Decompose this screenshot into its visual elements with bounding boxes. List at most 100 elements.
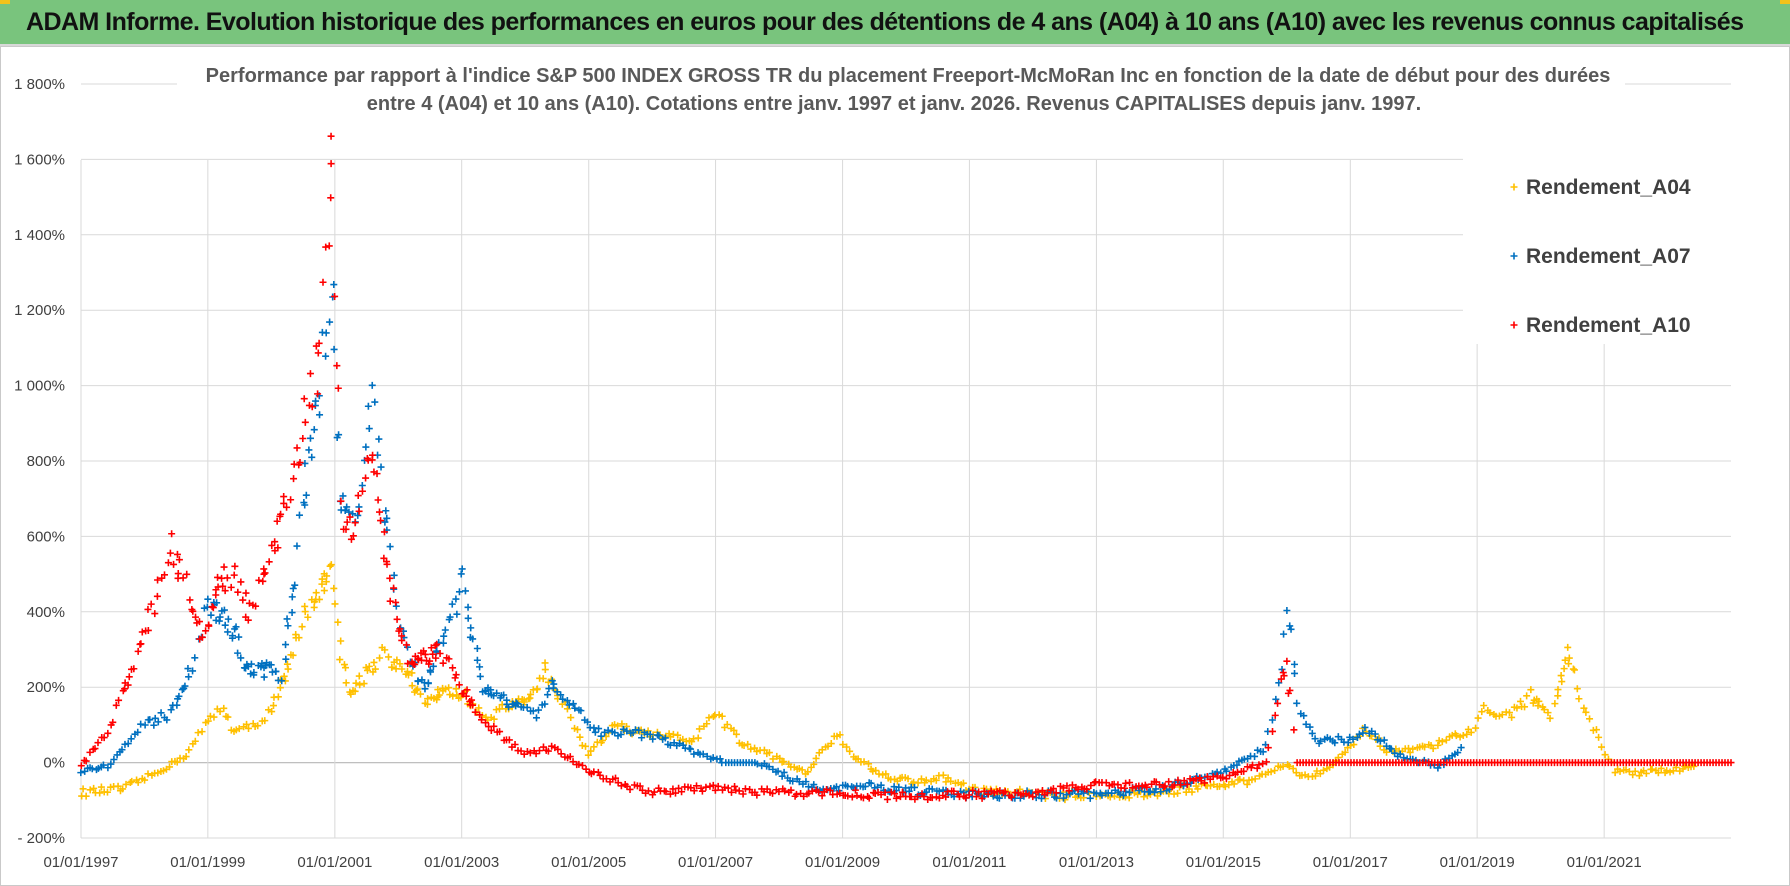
data-point <box>808 787 816 795</box>
data-point <box>1271 766 1279 774</box>
data-point <box>598 736 606 744</box>
data-point <box>1561 656 1569 664</box>
data-point <box>1259 760 1267 768</box>
data-point <box>1233 761 1241 769</box>
data-point <box>377 517 385 525</box>
data-point <box>322 329 330 337</box>
data-point <box>224 615 232 623</box>
data-point <box>349 532 357 540</box>
data-point <box>1283 606 1291 614</box>
data-point <box>1341 748 1349 756</box>
data-point <box>179 684 187 692</box>
data-point <box>134 728 142 736</box>
data-point <box>1272 695 1280 703</box>
data-point <box>355 507 363 515</box>
data-point <box>284 665 292 673</box>
data-point <box>533 685 541 693</box>
data-point <box>166 549 174 557</box>
data-point <box>535 747 543 755</box>
data-point <box>1544 709 1552 717</box>
legend-label: Rendement_A04 <box>1526 176 1691 199</box>
data-point <box>511 741 519 749</box>
data-point <box>1551 700 1559 708</box>
data-point <box>1293 699 1301 707</box>
data-point <box>780 768 788 776</box>
data-point <box>1672 764 1680 772</box>
performance-chart: - 200% 0% 200% 400% 600% 800% 1 000% 1 200% 1 40… <box>14 60 1735 871</box>
data-point <box>370 658 378 666</box>
data-point <box>97 783 105 791</box>
data-point <box>739 790 747 798</box>
data-point <box>221 587 229 595</box>
data-point <box>122 780 130 788</box>
data-point <box>315 595 323 603</box>
data-point <box>268 541 276 549</box>
data-point <box>126 778 134 786</box>
y-tick-label: 1 600% <box>14 151 65 168</box>
data-point <box>269 702 277 710</box>
data-point <box>776 754 784 762</box>
data-point <box>137 720 145 728</box>
data-point <box>252 602 260 610</box>
data-point <box>184 665 192 673</box>
data-point <box>342 679 350 687</box>
data-point <box>765 749 773 757</box>
data-point <box>1311 735 1319 743</box>
data-point <box>319 278 327 286</box>
data-point <box>382 507 390 515</box>
data-point <box>362 443 370 451</box>
data-point <box>883 795 891 803</box>
data-point <box>360 680 368 688</box>
data-point <box>245 599 253 607</box>
data-point <box>239 596 247 604</box>
data-point <box>769 789 777 797</box>
data-point <box>114 782 122 790</box>
x-tick-label: 01/01/2021 <box>1567 854 1642 871</box>
data-point <box>1201 779 1209 787</box>
data-point <box>587 747 595 755</box>
data-point <box>1188 788 1196 796</box>
data-point <box>1349 735 1357 743</box>
data-point <box>432 654 440 662</box>
data-point <box>1165 778 1173 786</box>
data-point <box>1074 785 1082 793</box>
data-point <box>1255 761 1263 769</box>
data-point <box>1210 780 1218 788</box>
data-point <box>380 528 388 536</box>
data-point <box>449 664 457 672</box>
data-point <box>209 604 217 612</box>
data-point <box>300 395 308 403</box>
data-point <box>151 610 159 618</box>
data-point <box>618 720 626 728</box>
data-point <box>231 562 239 570</box>
y-tick-label: - 200% <box>17 830 65 847</box>
data-point <box>826 786 834 794</box>
data-point <box>512 699 520 707</box>
data-point <box>334 384 342 392</box>
data-point <box>115 696 123 704</box>
data-point <box>402 641 410 649</box>
data-point <box>271 538 279 546</box>
data-point <box>1283 657 1291 665</box>
data-point <box>1206 782 1214 790</box>
data-point <box>753 791 761 799</box>
data-point <box>223 574 231 582</box>
data-point <box>523 703 531 711</box>
data-point <box>774 767 782 775</box>
data-point <box>812 754 820 762</box>
data-point <box>1535 697 1543 705</box>
data-point <box>314 349 322 357</box>
data-point <box>282 641 290 649</box>
data-point <box>1546 714 1554 722</box>
data-point <box>922 776 930 784</box>
data-point <box>989 792 997 800</box>
data-point <box>298 623 306 631</box>
data-point <box>452 685 460 693</box>
data-point <box>262 662 270 670</box>
data-point <box>315 339 323 347</box>
data-point <box>396 660 404 668</box>
data-point <box>205 622 213 630</box>
data-point <box>476 672 484 680</box>
data-point <box>547 675 555 683</box>
data-point <box>597 732 605 740</box>
